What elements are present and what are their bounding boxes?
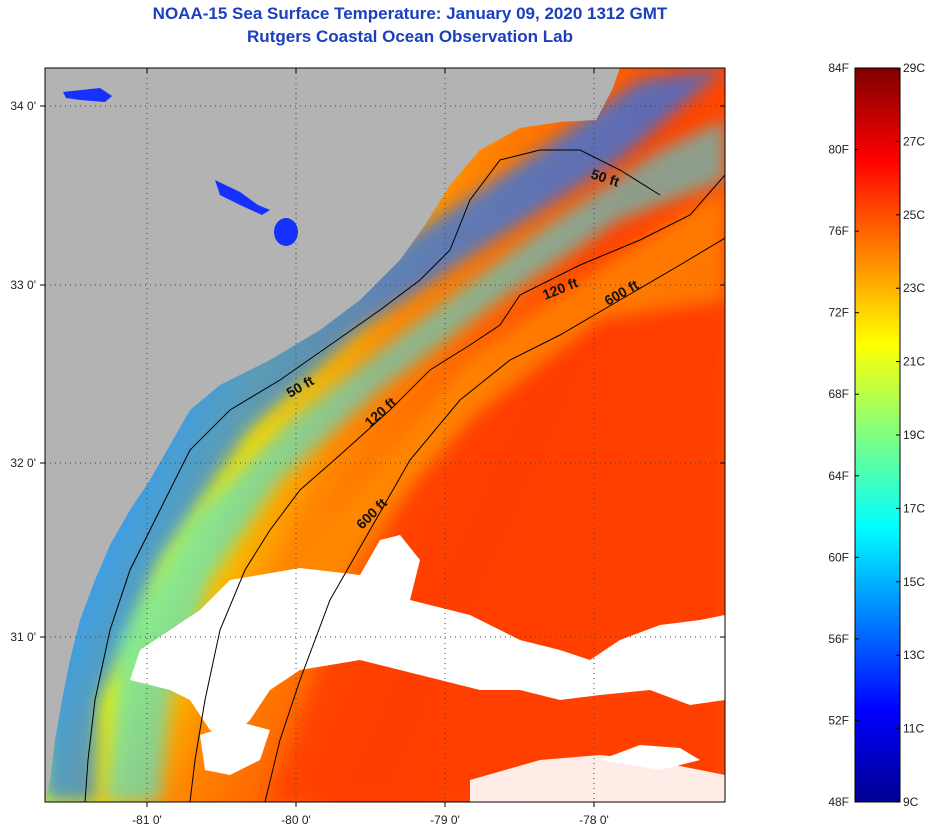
colorbar-c-label: 9C <box>903 795 919 809</box>
colorbar-scale <box>854 67 901 803</box>
inland-lake <box>215 180 270 215</box>
lon-label-79: -79 0' <box>430 813 460 827</box>
lon-label-78: -78 0' <box>579 813 609 827</box>
colorbar-f-label: 80F <box>828 143 849 157</box>
contour-600ft <box>264 237 725 802</box>
colorbar-c-label: 25C <box>903 208 925 222</box>
lat-label-34: 34 0' <box>10 99 36 113</box>
colorbar-f-label: 72F <box>828 306 849 320</box>
shelf-cool-area <box>45 68 725 802</box>
shelf-mid-area <box>105 120 725 802</box>
map-ticks <box>40 68 725 807</box>
map-title: NOAA-15 Sea Surface Temperature: January… <box>152 4 668 23</box>
lon-label-80: -80 0' <box>281 813 311 827</box>
lat-label-31: 31 0' <box>10 630 36 644</box>
colorbar-f-label: 60F <box>828 550 849 564</box>
cloud-mask <box>130 535 725 802</box>
colorbar-c-label: 29C <box>903 61 925 75</box>
colorbar-f-label: 68F <box>828 387 849 401</box>
inland-lake <box>63 88 112 102</box>
lat-label-32: 32 0' <box>10 456 36 470</box>
colorbar-f-label: 64F <box>828 469 849 483</box>
colorbar-f-label: 76F <box>828 224 849 238</box>
map-subtitle: Rutgers Coastal Ocean Observation Lab <box>247 27 573 46</box>
colorbar-f-label: 48F <box>828 795 849 809</box>
colorbar-c-label: 15C <box>903 575 925 589</box>
bathymetry-contours <box>84 149 725 802</box>
land-area <box>45 68 620 802</box>
colorbar-c-label: 27C <box>903 134 925 148</box>
colorbar-c-label: 13C <box>903 648 925 662</box>
map-frame <box>44 67 726 803</box>
colorbar-f-label: 56F <box>828 632 849 646</box>
contour-50ft <box>84 149 661 802</box>
colorbar-c-label: 21C <box>903 355 925 369</box>
inland-lake <box>274 218 298 246</box>
colorbar-celsius-labels: 29C 27C 25C 23C 21C 19C 17C 15C 13C 11C 9C <box>896 61 925 809</box>
colorbar-c-label: 19C <box>903 428 925 442</box>
warm-band-area <box>300 190 725 600</box>
graticule <box>45 68 725 802</box>
colorbar-f-label: 52F <box>828 713 849 727</box>
colorbar-c-label: 23C <box>903 281 925 295</box>
lon-label-81: -81 0' <box>132 813 162 827</box>
lat-label-33: 33 0' <box>10 278 36 292</box>
colorbar-fahrenheit-labels: 84F 80F 76F 72F 68F 64F 60F 56F 52F 48F <box>828 61 859 809</box>
colorbar-c-label: 11C <box>903 722 924 736</box>
colorbar-f-label: 84F <box>828 61 849 75</box>
colorbar-c-label: 17C <box>903 501 925 515</box>
contour-120ft <box>189 174 725 802</box>
